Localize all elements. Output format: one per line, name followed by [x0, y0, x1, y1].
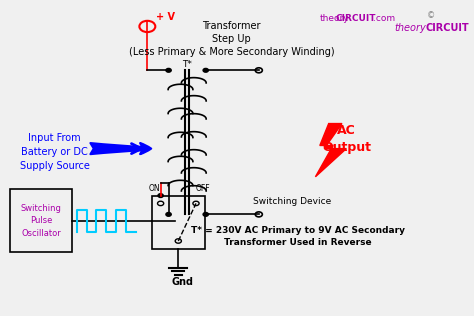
Bar [10, 189, 72, 252]
Text: Switching
Pulse
Oscillator: Switching Pulse Oscillator [21, 204, 62, 238]
Text: AC
Output: AC Output [322, 124, 371, 154]
Text: CIRCUIT: CIRCUIT [335, 14, 376, 23]
Text: OFF: OFF [195, 184, 210, 193]
Text: T* = 230V AC Primary to 9V AC Secondary
Transformer Used in Reverse: T* = 230V AC Primary to 9V AC Secondary … [191, 226, 405, 247]
Text: Switching Device: Switching Device [254, 198, 332, 206]
Circle shape [203, 212, 209, 216]
Text: CIRCUIT: CIRCUIT [426, 23, 470, 33]
Text: .com: .com [373, 14, 395, 23]
Text: T*: T* [182, 59, 192, 69]
Circle shape [158, 194, 163, 198]
Text: Input From
Battery or DC
Supply Source: Input From Battery or DC Supply Source [19, 133, 90, 171]
Circle shape [203, 69, 209, 72]
Text: ©: © [427, 11, 435, 20]
Circle shape [166, 212, 171, 216]
Text: + V: + V [156, 12, 175, 22]
Text: theory: theory [394, 23, 426, 33]
Text: ON: ON [148, 184, 160, 193]
Polygon shape [315, 124, 346, 177]
Circle shape [166, 69, 171, 72]
Bar [152, 196, 205, 249]
Text: Gnd: Gnd [172, 277, 194, 287]
Text: theory: theory [320, 14, 349, 23]
Text: Transformer
Step Up
(Less Primary & More Secondary Winding): Transformer Step Up (Less Primary & More… [128, 21, 334, 57]
